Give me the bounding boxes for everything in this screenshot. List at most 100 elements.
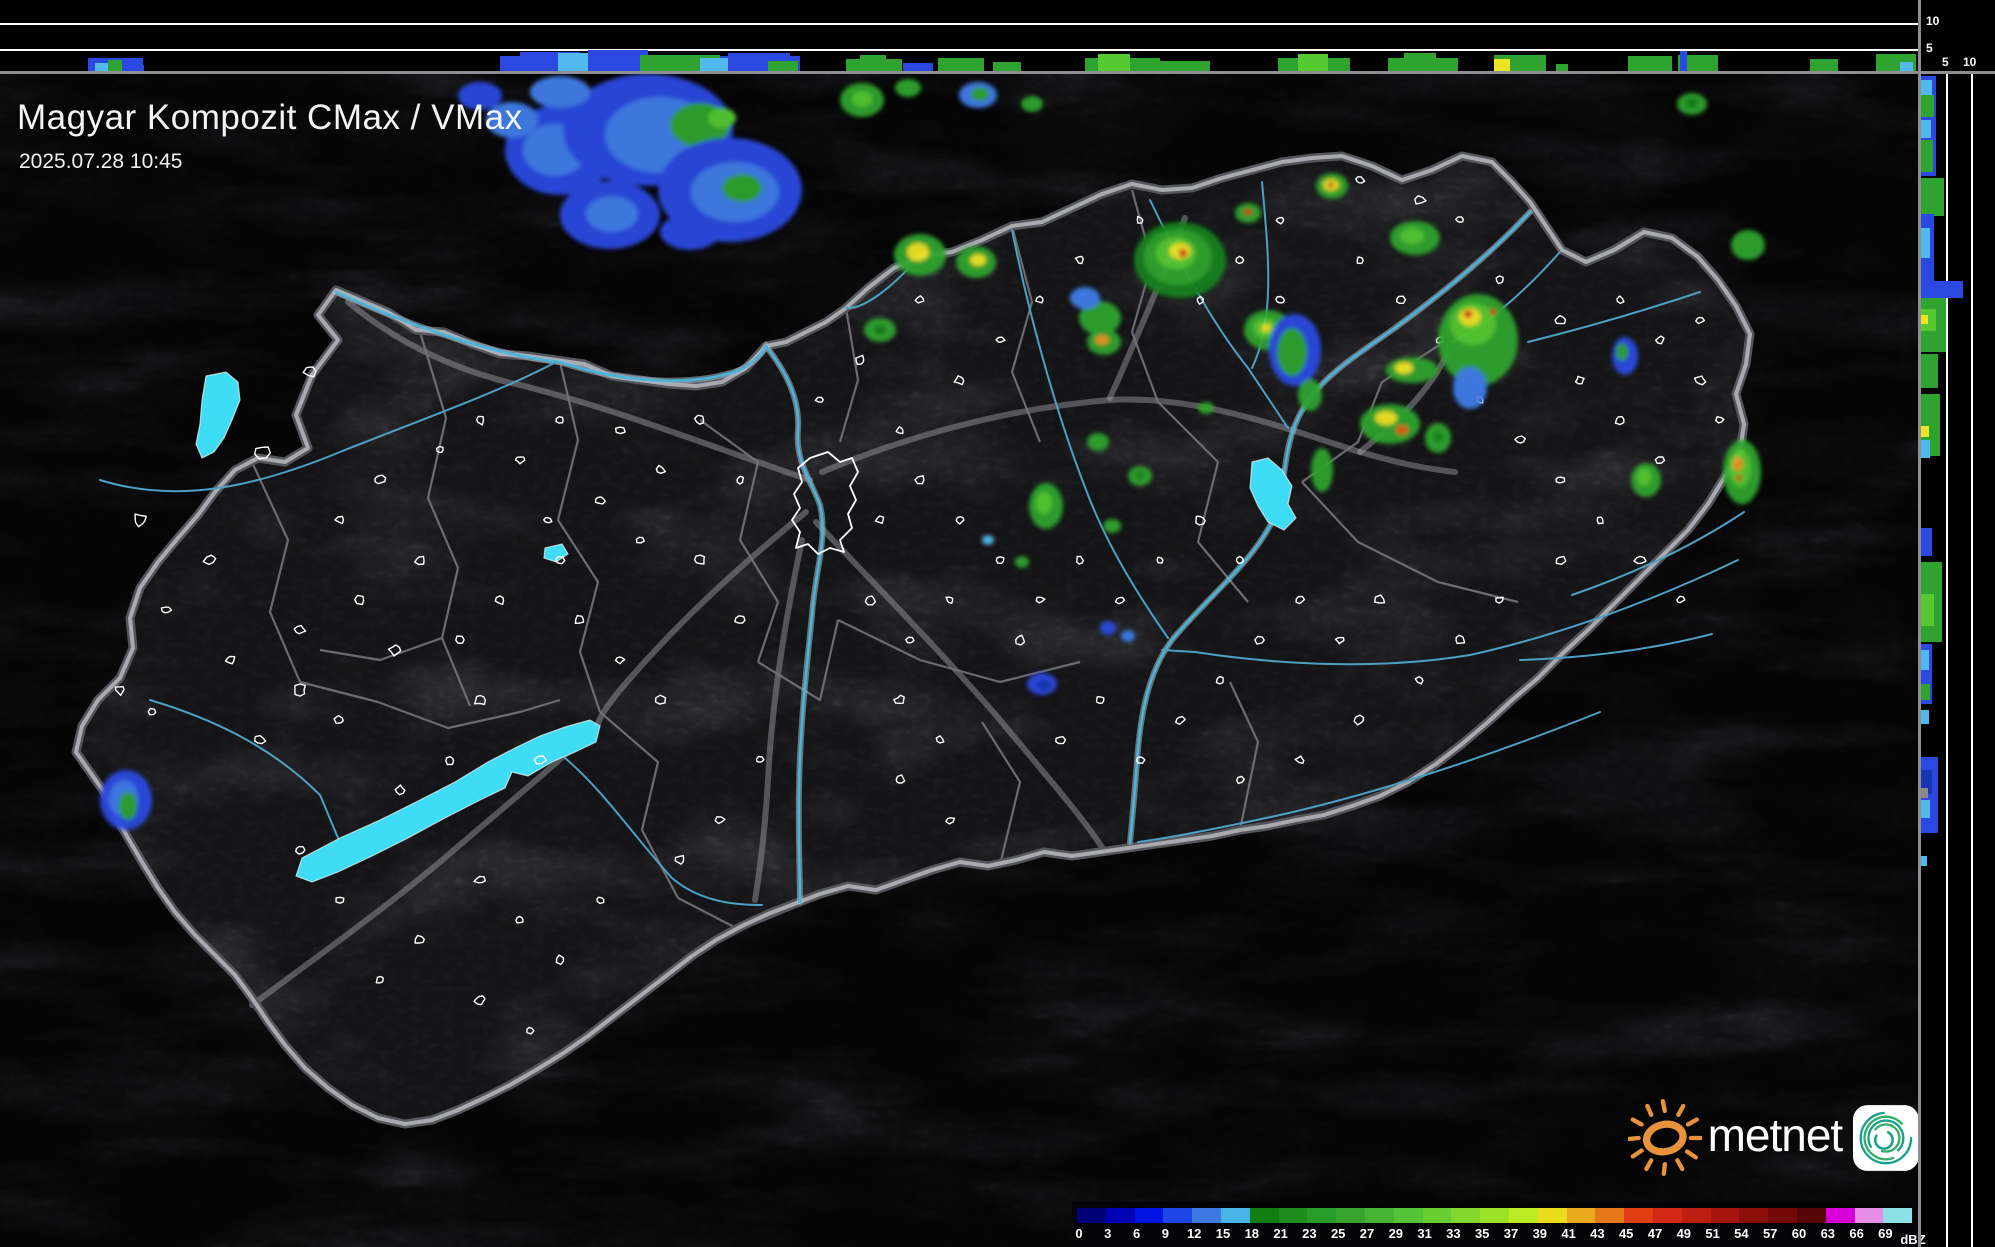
legend-block [1825, 1208, 1855, 1223]
profile-echo [768, 61, 798, 71]
settlement-outline [1574, 375, 1585, 385]
radar-cell [1328, 182, 1334, 188]
legend-label: 27 [1359, 1226, 1375, 1241]
legend-label: 39 [1532, 1226, 1548, 1241]
radar-cell [971, 87, 989, 101]
settlement-outline [374, 474, 387, 485]
settlement-outline [1074, 255, 1085, 265]
lake-balaton [295, 719, 601, 883]
settlement-outline [224, 655, 236, 665]
profile-echo [1900, 62, 1913, 71]
settlement-outline [864, 595, 877, 606]
settlement-outline [1075, 555, 1085, 565]
settlement-outline [302, 366, 317, 378]
legend-block [1393, 1208, 1423, 1223]
radar-cell [722, 174, 762, 202]
legend-block [1220, 1208, 1250, 1223]
legend-block [1681, 1208, 1711, 1223]
profile-echo [1921, 228, 1930, 258]
settlement-outline [1676, 595, 1686, 604]
legend-label: 47 [1647, 1226, 1663, 1241]
legend-block [1652, 1208, 1682, 1223]
legend-label: 12 [1186, 1226, 1202, 1241]
settlement-outline [935, 735, 945, 744]
settlement-outline [1554, 314, 1567, 325]
legend-block [1624, 1208, 1653, 1223]
settlement-outline [574, 614, 585, 624]
profile-echo [1921, 354, 1938, 388]
settlement-outline [855, 354, 865, 366]
profile-echo [1556, 64, 1568, 71]
radar-cell [907, 243, 929, 261]
profile-echo [993, 62, 1021, 71]
legend-block [1134, 1208, 1164, 1223]
gridline-10km-right [1971, 74, 1973, 1247]
settlement-outline [814, 396, 824, 403]
settlement-outline [1373, 594, 1386, 604]
profile-echo [1921, 856, 1927, 866]
river-danube [334, 290, 824, 904]
profile-map-divider-horizontal [0, 71, 1995, 74]
settlement-outline [1455, 216, 1465, 224]
distance-axis-label-10: 10 [1963, 55, 1977, 69]
profile-echo [938, 58, 984, 71]
legend-block [1883, 1208, 1913, 1223]
settlement-outline [615, 426, 626, 435]
profile-echo [1921, 140, 1933, 172]
radar-cell [1736, 475, 1742, 481]
legend-block [1739, 1208, 1769, 1223]
right-height-profile [1921, 74, 1995, 1247]
legend-block [1768, 1208, 1797, 1223]
settlement-outline [1555, 555, 1567, 565]
settlement-outline [114, 686, 125, 696]
profile-axis-corner: 10 5 5 10 [1921, 0, 1995, 71]
radar-cell [1261, 324, 1271, 332]
legend-label: 3 [1104, 1226, 1112, 1241]
legend-label: 45 [1618, 1226, 1634, 1241]
dbz-unit-label: dBZ [1900, 1232, 1926, 1247]
hungary-radar-map [0, 74, 1920, 1247]
profile-echo [1921, 770, 1932, 794]
gridline-10km-top [0, 23, 1918, 25]
settlement-outline [614, 656, 626, 665]
settlement-outline [674, 854, 685, 865]
settlement-outline [1555, 476, 1566, 484]
settlement-outline [1114, 596, 1126, 605]
profile-echo [1810, 59, 1838, 71]
settlement-outline [1654, 335, 1665, 345]
legend-block [1364, 1208, 1394, 1223]
settlement-outline [1294, 755, 1305, 764]
profile-echo [1921, 440, 1930, 458]
settlement-outline [253, 734, 267, 745]
page-title: Magyar Kompozit CMax / VMax [17, 98, 523, 137]
radar-cell [1136, 471, 1144, 479]
legend-block [1451, 1208, 1481, 1223]
settlement-outline [1156, 556, 1164, 564]
settlement-outline [693, 554, 705, 565]
legend-label: 63 [1820, 1226, 1836, 1241]
legend-block [1508, 1208, 1538, 1223]
radar-cell [1396, 425, 1408, 435]
radar-cell [530, 76, 590, 108]
profile-echo [1680, 51, 1687, 71]
radar-cell [708, 108, 736, 128]
profile-echo [128, 65, 144, 71]
radar-cell [1490, 309, 1496, 315]
settlement-outline [1693, 375, 1707, 386]
settlement-outline [147, 707, 157, 716]
profile-echo [1921, 684, 1930, 700]
settlement-outline [494, 595, 505, 606]
radar-cell [1395, 362, 1413, 374]
settlement-outline [755, 755, 765, 763]
settlement-outline [914, 295, 925, 304]
settlement-outline [1295, 595, 1306, 605]
timestamp: 2025.07.28 10:45 [19, 150, 183, 173]
settlement-outline [555, 416, 564, 424]
settlement-outline [294, 683, 306, 697]
sun-icon [1628, 1099, 1702, 1176]
settlement-outline [1055, 736, 1067, 745]
profile-map-divider-vertical [1918, 0, 1921, 1247]
radar-cell [1733, 457, 1743, 471]
legend-label: 21 [1273, 1226, 1288, 1241]
legend-label: 18 [1244, 1226, 1260, 1241]
